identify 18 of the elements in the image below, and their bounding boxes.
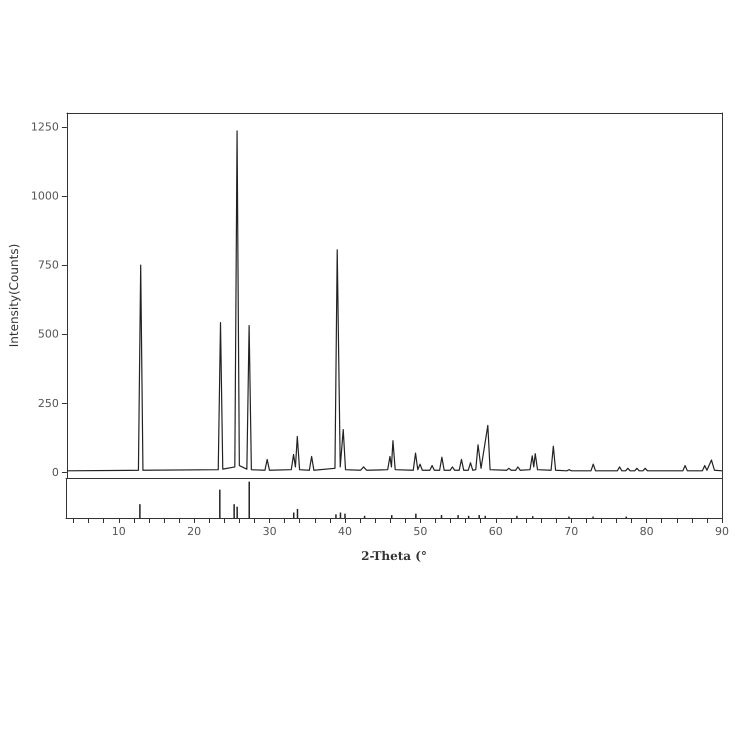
x-tick-label: 80 <box>640 525 654 538</box>
x-tick-label: 20 <box>187 525 202 538</box>
y-tick-label: 250 <box>38 396 59 410</box>
x-tick-label: 70 <box>564 525 578 538</box>
y-tick-label: 500 <box>38 328 59 341</box>
y-axis-title: Intensity(Counts) <box>7 244 21 348</box>
x-axis-title: 2-Theta (° <box>361 549 427 563</box>
y-tick-label: 1000 <box>30 189 59 202</box>
x-tick-label: 30 <box>262 525 277 538</box>
x-tick-label: 50 <box>413 525 428 538</box>
line-series <box>66 130 723 472</box>
y-tick-label: 750 <box>38 258 59 272</box>
x-tick-label: 60 <box>488 525 503 538</box>
y-tick-label: 0 <box>52 466 59 479</box>
y-tick-label: 1250 <box>30 120 59 134</box>
x-tick-label: 90 <box>715 525 729 538</box>
x-tick-label: 10 <box>112 525 126 538</box>
x-tick-label: 40 <box>338 525 352 538</box>
